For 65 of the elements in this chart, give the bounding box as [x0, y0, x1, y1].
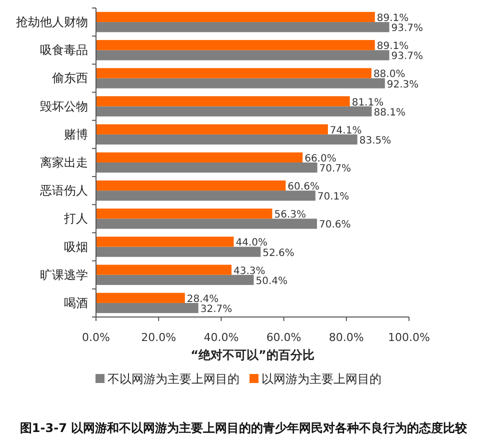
y-tick-label: 偷东西	[52, 71, 88, 86]
x-tick-label: 80.0%	[328, 331, 364, 344]
bar	[96, 40, 375, 50]
y-tick-label: 旷课逃学	[40, 268, 88, 282]
data-label: 44.0%	[236, 238, 268, 249]
data-label: 43.3%	[234, 266, 266, 277]
bar	[96, 302, 198, 314]
data-label: 52.6%	[262, 248, 294, 259]
bar	[96, 274, 254, 285]
data-label: 56.3%	[274, 210, 306, 221]
bar	[96, 292, 185, 303]
y-tick-label: 吸食毒品	[40, 43, 88, 58]
x-axis-title: “绝对不可以”的百分比	[190, 348, 314, 362]
legend-label: 以网游为主要上网目的	[262, 372, 382, 386]
data-label: 93.7%	[391, 51, 424, 62]
data-label: 81.1%	[352, 97, 384, 108]
data-label: 32.7%	[200, 304, 232, 316]
bar	[96, 22, 390, 32]
bar	[96, 246, 261, 257]
bar	[96, 50, 390, 60]
data-label: 92.3%	[386, 79, 419, 90]
bar	[96, 96, 350, 106]
data-label: 89.1%	[376, 12, 409, 24]
bar	[96, 208, 272, 219]
x-tick-label: 20.0%	[141, 331, 176, 344]
y-tick-label: 喝酒	[64, 296, 88, 310]
data-label: 88.0%	[373, 69, 406, 80]
bar	[96, 218, 317, 229]
bar	[96, 12, 375, 22]
bar	[96, 264, 232, 275]
x-tick-label: 60.0%	[266, 331, 302, 344]
bar	[96, 134, 358, 145]
y-tick-label: 吸烟	[64, 240, 88, 254]
y-tick-label: 打人	[63, 212, 88, 226]
bar	[96, 162, 318, 173]
data-label: 74.1%	[330, 125, 362, 136]
legend-label: 不以网游为主要上网目的	[108, 372, 240, 386]
y-tick-label: 赌博	[64, 127, 88, 142]
bar	[96, 124, 328, 134]
bar	[96, 190, 316, 201]
data-label: 66.0%	[304, 153, 336, 164]
x-tick-label: 40.0%	[204, 331, 239, 344]
x-tick-label: 100.0%	[388, 331, 430, 344]
data-label: 83.5%	[359, 135, 392, 146]
x-tick-label: 0.0%	[82, 331, 110, 344]
bar	[96, 106, 372, 116]
y-tick-label: 恶语伤人	[39, 184, 88, 198]
y-tick-label: 抢劫他人财物	[16, 15, 88, 30]
data-label: 70.1%	[317, 192, 350, 203]
caption: 图1-3-7 以网游和不以网游为主要上网目的的青少年网民对各种不良行为的态度比较	[20, 421, 468, 435]
bar	[96, 180, 286, 191]
y-tick-label: 离家出走	[40, 156, 88, 170]
y-tick-label: 毁坏公物	[40, 99, 88, 114]
data-label: 89.1%	[376, 41, 409, 52]
bar	[96, 68, 372, 78]
bar	[96, 152, 303, 162]
data-label: 50.4%	[256, 276, 288, 287]
data-label: 28.4%	[186, 294, 219, 305]
data-label: 70.7%	[319, 164, 352, 175]
bar	[96, 78, 385, 88]
data-label: 70.6%	[318, 220, 351, 231]
data-label: 93.7%	[391, 23, 424, 34]
data-label: 88.1%	[374, 107, 406, 118]
bar	[96, 236, 234, 247]
data-label: 60.6%	[288, 182, 320, 193]
